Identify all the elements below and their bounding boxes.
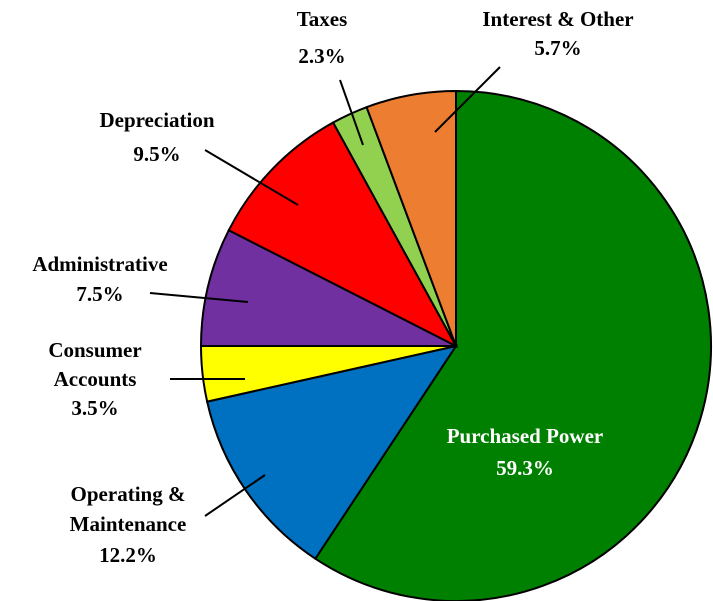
leader-line	[149, 292, 249, 303]
value-label: 2.3%	[298, 44, 345, 68]
value-label: 3.5%	[71, 396, 118, 420]
label-line: Operating &	[71, 482, 186, 506]
pie-slice	[205, 344, 459, 561]
pie-slice	[199, 228, 457, 347]
category-label: Purchased Power	[447, 424, 604, 448]
category-label: Depreciation	[99, 108, 214, 132]
value-label: 9.5%	[133, 142, 180, 166]
value-label: 7.5%	[76, 282, 123, 306]
leader-line	[434, 66, 501, 133]
leader-line	[204, 149, 299, 206]
label-line: Consumer	[48, 338, 141, 362]
pie	[199, 89, 712, 601]
category-label: Interest & Other	[482, 7, 633, 31]
value-label: 12.2%	[99, 543, 157, 567]
leader-lines	[149, 66, 501, 517]
label-line: Accounts	[54, 367, 137, 391]
category-label: Operating & Maintenance	[70, 482, 187, 536]
category-label: Consumer Accounts	[48, 338, 141, 391]
labels: Purchased Power 59.3% Operating & Maintenan…	[32, 7, 633, 567]
value-label: 59.3%	[496, 456, 554, 480]
pie-slice	[227, 121, 459, 349]
pie-slice	[365, 89, 457, 347]
leader-line	[204, 474, 266, 517]
category-label: Taxes	[297, 7, 348, 31]
leader-line	[339, 79, 364, 146]
category-label: Administrative	[32, 252, 167, 276]
label-line: Maintenance	[70, 512, 187, 536]
value-label: 5.7%	[534, 36, 581, 60]
